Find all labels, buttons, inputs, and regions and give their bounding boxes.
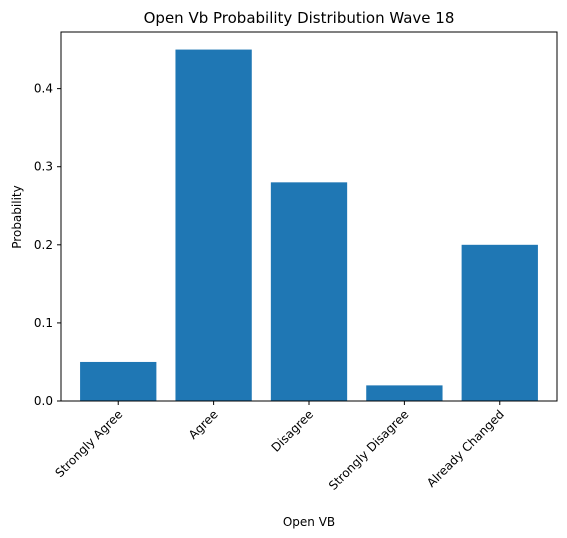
bar-strongly-agree [80, 361, 157, 401]
x-axis-label: Open VB [283, 515, 335, 529]
plot-frame [60, 31, 558, 402]
y-axis-ticks: 0.0 0.1 0.2 0.3 0.4 [34, 82, 61, 408]
bar-strongly-disagree [366, 385, 443, 401]
y-tick-label: 0.4 [34, 82, 53, 96]
y-axis-label: Probability [10, 185, 24, 248]
y-tick-label: 0.0 [34, 394, 53, 408]
bar-disagree [270, 182, 348, 401]
chart-title: Open Vb Probability Distribution Wave 18 [144, 9, 455, 27]
bars-group [80, 49, 538, 401]
bar-already-changed [461, 244, 538, 401]
bar-agree [175, 49, 252, 401]
y-tick-label: 0.2 [34, 238, 53, 252]
y-tick-label: 0.1 [34, 316, 53, 330]
y-tick-label: 0.3 [34, 160, 53, 174]
